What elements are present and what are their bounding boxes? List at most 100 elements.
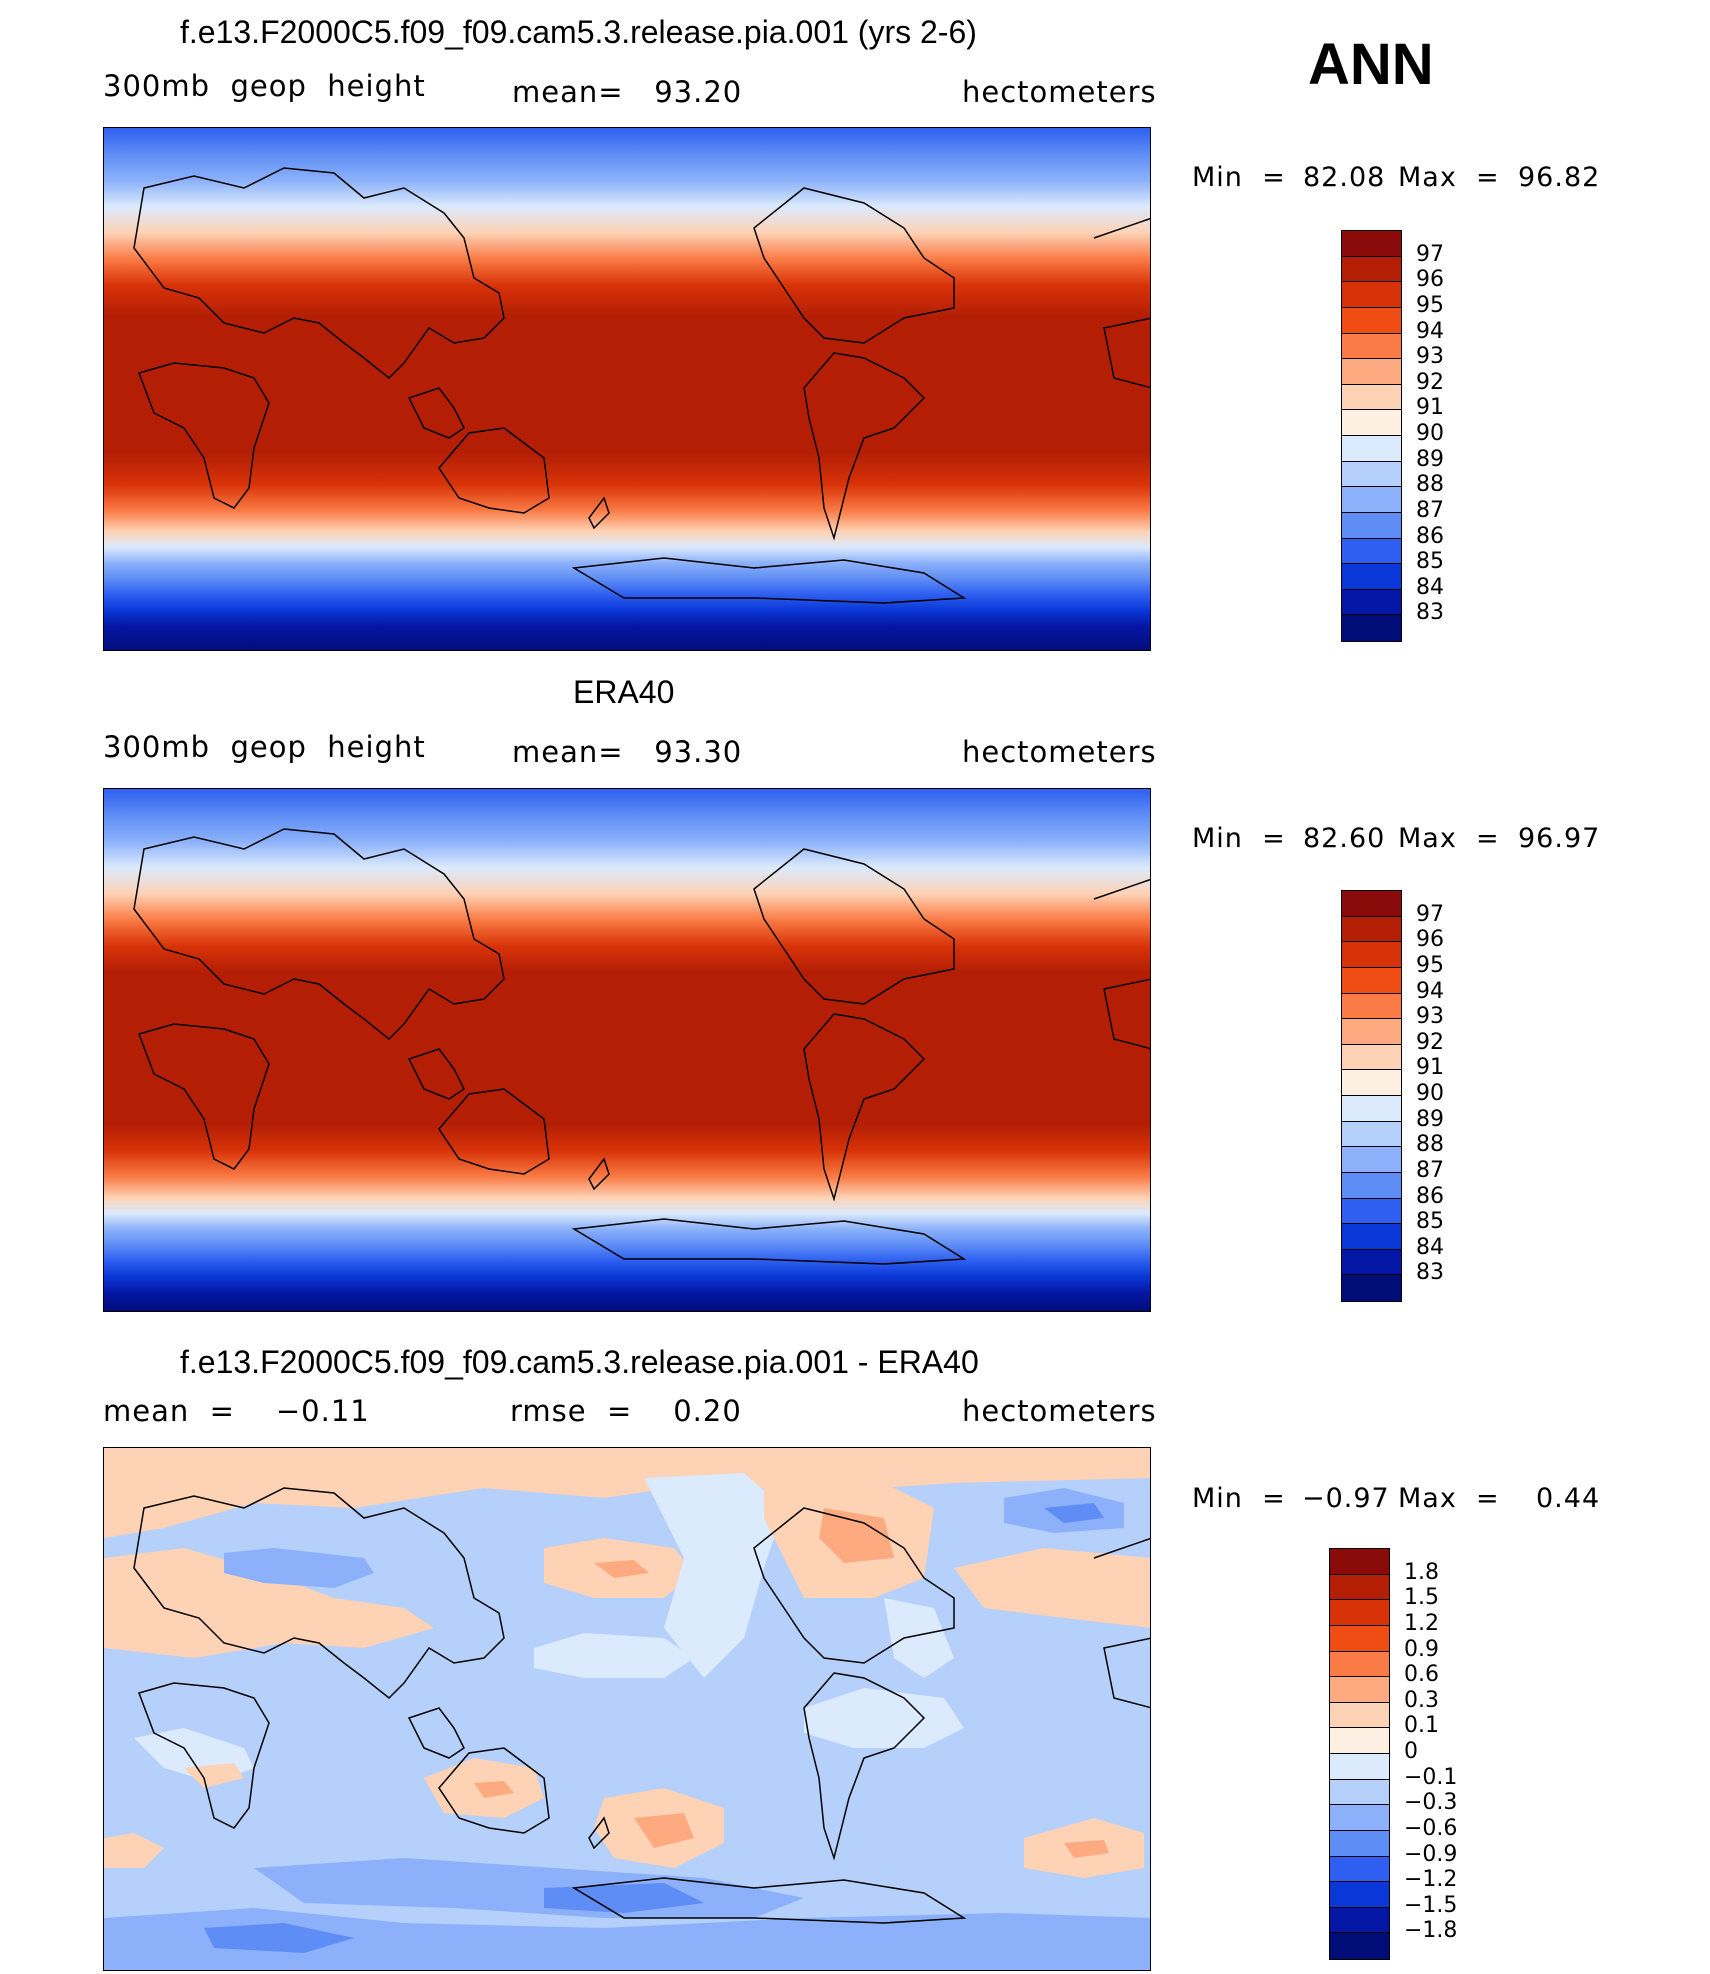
panel2-max-value: 96.97 <box>1518 823 1601 854</box>
colorbar-tick-label: 95 <box>1416 952 1444 978</box>
colorbar-swatch <box>1342 993 1401 1020</box>
panel3-map-svg <box>104 1448 1150 1970</box>
panel1-mean-label: mean= 93.20 <box>512 75 743 109</box>
panel3-map <box>103 1447 1151 1971</box>
panel1-title: f.e13.F2000C5.f09_f09.cam5.3.release.pia… <box>180 14 977 50</box>
colorbar-tick-label: 91 <box>1416 1055 1444 1081</box>
colorbar-tick-label: 83 <box>1416 600 1444 626</box>
colorbar-swatch <box>1330 1933 1389 1959</box>
colorbar-tick-label: 0.6 <box>1404 1662 1439 1688</box>
panel3-mean-label: mean = −0.11 <box>103 1394 370 1428</box>
panel1-coastlines <box>133 167 1150 604</box>
colorbar-tick-label: 87 <box>1416 497 1444 523</box>
colorbar-tick-label: 97 <box>1416 901 1444 927</box>
colorbar-swatch <box>1330 1677 1389 1703</box>
colorbar-swatch <box>1342 256 1401 283</box>
colorbar-tick-label: −0.3 <box>1404 1790 1458 1816</box>
panel2-map-svg <box>104 789 1150 1311</box>
colorbar-swatch <box>1330 1574 1389 1601</box>
colorbar-tick-label: 86 <box>1416 523 1444 549</box>
colorbar-swatch <box>1342 1044 1401 1071</box>
colorbar-tick-label: −1.2 <box>1404 1867 1458 1893</box>
colorbar-swatch <box>1342 384 1401 411</box>
colorbar-tick-label: 1.5 <box>1404 1585 1439 1611</box>
colorbar-swatch <box>1342 538 1401 565</box>
colorbar-swatch <box>1342 487 1401 513</box>
colorbar-swatch <box>1342 1147 1401 1173</box>
colorbar-tick-label: 86 <box>1416 1183 1444 1209</box>
colorbar-swatch <box>1342 1096 1401 1122</box>
colorbar-tick-label: 96 <box>1416 267 1444 293</box>
colorbar-swatch <box>1342 359 1401 385</box>
colorbar-swatch <box>1342 333 1401 360</box>
colorbar-tick-label: 1.8 <box>1404 1559 1439 1585</box>
colorbar-swatch <box>1330 1754 1389 1780</box>
panel2-coastlines <box>133 828 1150 1265</box>
panel1-min-label: Min = <box>1192 162 1286 193</box>
colorbar-swatch <box>1330 1728 1389 1754</box>
panel2-map <box>103 788 1151 1312</box>
colorbar-tick-label: −1.5 <box>1404 1892 1458 1918</box>
colorbar-tick-label: 90 <box>1416 421 1444 446</box>
colorbar-swatch <box>1342 1070 1401 1096</box>
colorbar-swatch <box>1330 1779 1389 1806</box>
colorbar-swatch <box>1330 1856 1389 1883</box>
panel2-min-value: 82.60 <box>1303 823 1386 854</box>
panel3-title: f.e13.F2000C5.f09_f09.cam5.3.release.pia… <box>180 1344 979 1380</box>
colorbar-tick-label: 94 <box>1416 978 1444 1004</box>
colorbar-tick-label: 88 <box>1416 1132 1444 1158</box>
panel3-max-label: Max = <box>1398 1483 1500 1514</box>
colorbar-swatch <box>1342 891 1401 917</box>
colorbar-tick-label: 91 <box>1416 395 1444 421</box>
colorbar-swatch <box>1330 1651 1389 1678</box>
colorbar-tick-label: 93 <box>1416 1004 1444 1030</box>
colorbar-swatch <box>1342 589 1401 616</box>
colorbar-swatch <box>1342 1275 1401 1301</box>
colorbar-tick-label: 85 <box>1416 1209 1444 1235</box>
colorbar-swatch <box>1342 942 1401 968</box>
panel2-units-label: hectometers <box>962 735 1157 769</box>
colorbar-tick-label: 0.1 <box>1404 1713 1439 1739</box>
panel1-map-svg <box>104 128 1150 650</box>
panel1-units-label: hectometers <box>962 75 1157 109</box>
panel1-map <box>103 127 1151 651</box>
panel2-colorbar <box>1341 890 1402 1302</box>
panel3-min-label: Min = <box>1192 1483 1286 1514</box>
colorbar-tick-label: 0.9 <box>1404 1636 1439 1662</box>
colorbar-swatch <box>1330 1625 1389 1652</box>
colorbar-swatch <box>1330 1830 1389 1857</box>
panel3-units-label: hectometers <box>962 1394 1157 1428</box>
colorbar-swatch <box>1342 1121 1401 1148</box>
colorbar-swatch <box>1342 231 1401 257</box>
colorbar-tick-label: 89 <box>1416 1106 1444 1132</box>
colorbar-tick-label: 92 <box>1416 1029 1444 1055</box>
colorbar-tick-label: 90 <box>1416 1081 1444 1106</box>
colorbar-tick-label: −0.9 <box>1404 1841 1458 1867</box>
colorbar-tick-label: −0.1 <box>1404 1764 1458 1790</box>
colorbar-tick-label: 0.3 <box>1404 1687 1439 1713</box>
colorbar-tick-label: 1.2 <box>1404 1610 1439 1636</box>
colorbar-tick-label: 96 <box>1416 927 1444 953</box>
panel3-rmse-label: rmse = 0.20 <box>510 1394 742 1428</box>
colorbar-swatch <box>1342 615 1401 641</box>
colorbar-tick-label: 84 <box>1416 574 1444 600</box>
colorbar-tick-label: 89 <box>1416 446 1444 472</box>
colorbar-tick-label: 87 <box>1416 1157 1444 1183</box>
panel1-colorbar <box>1341 230 1402 642</box>
panel2-title: ERA40 <box>573 674 675 710</box>
colorbar-swatch <box>1330 1907 1389 1934</box>
panel1-field <box>104 128 1150 650</box>
colorbar-tick-label: 97 <box>1416 241 1444 267</box>
panel3-anomaly-contours <box>104 1448 1150 1970</box>
colorbar-swatch <box>1342 916 1401 943</box>
panel3-colorbar <box>1329 1548 1390 1960</box>
colorbar-swatch <box>1342 1172 1401 1199</box>
panel2-max-label: Max = <box>1398 823 1500 854</box>
colorbar-tick-label: −0.6 <box>1404 1815 1458 1841</box>
colorbar-swatch <box>1342 1198 1401 1225</box>
colorbar-swatch <box>1342 410 1401 436</box>
panel2-field <box>104 789 1150 1311</box>
colorbar-swatch <box>1342 1249 1401 1276</box>
colorbar-swatch <box>1342 967 1401 994</box>
colorbar-tick-label: 88 <box>1416 472 1444 498</box>
